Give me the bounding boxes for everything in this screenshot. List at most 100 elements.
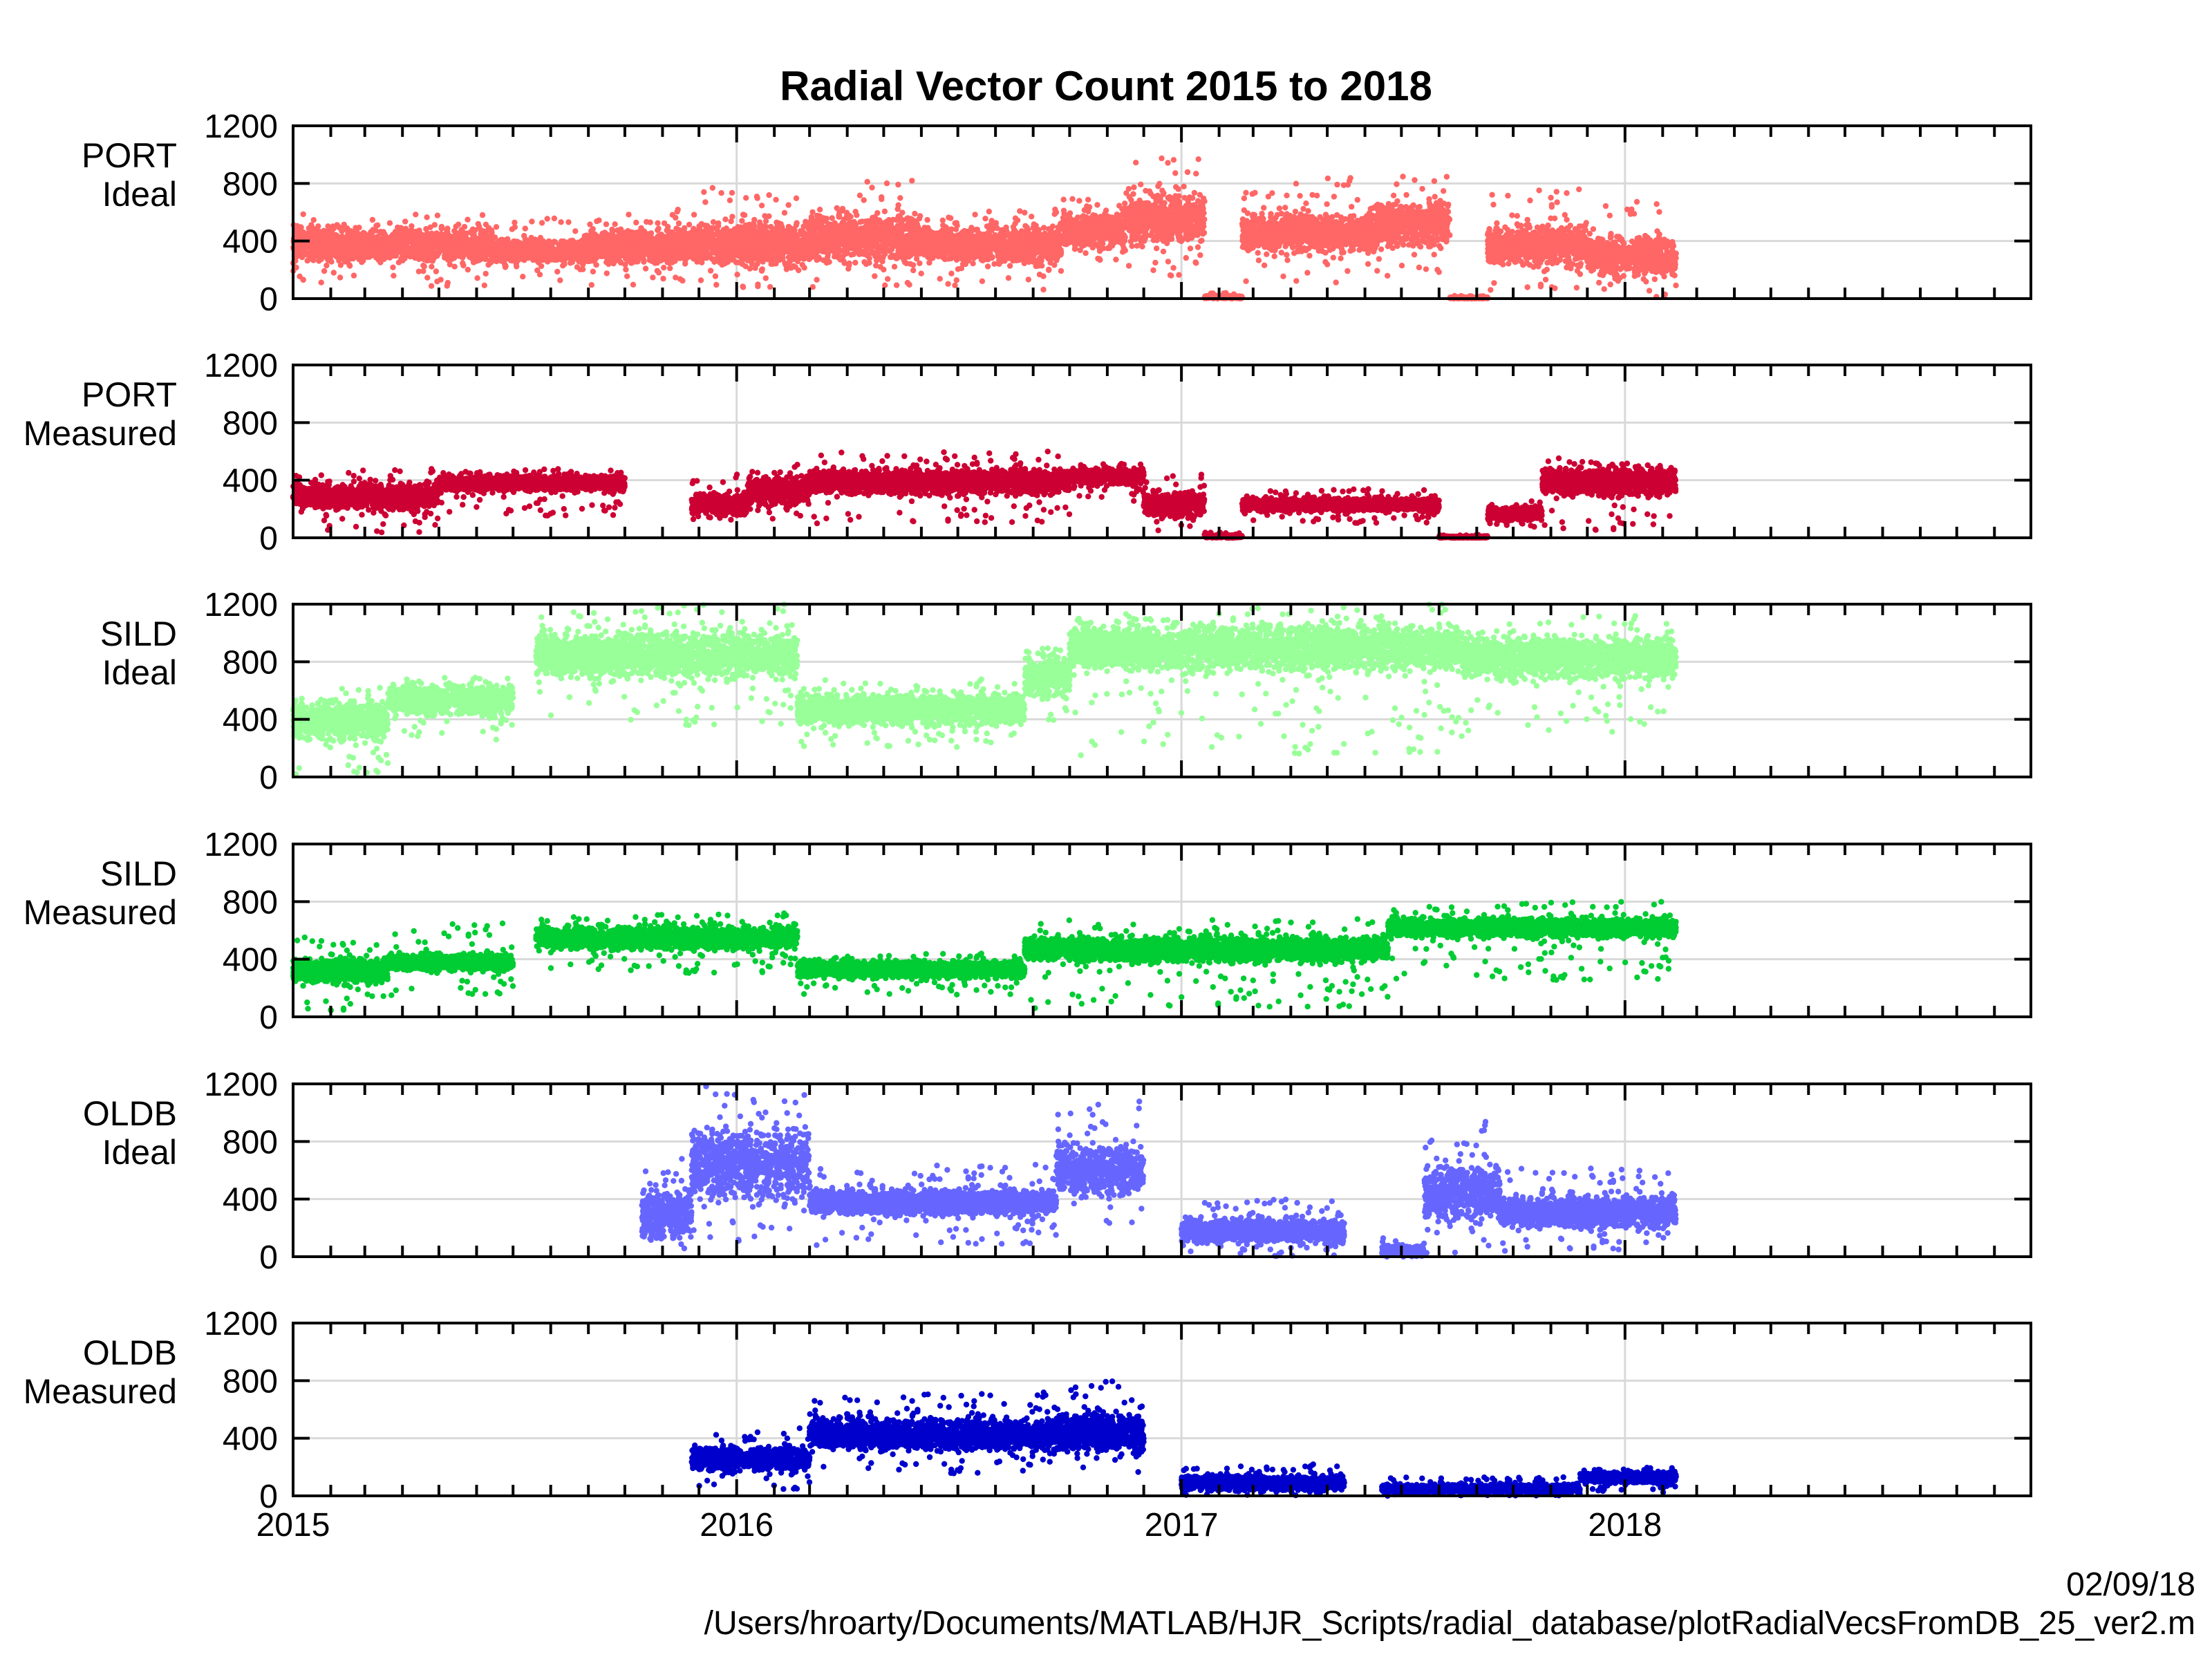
data-point xyxy=(365,236,371,241)
data-point xyxy=(378,229,384,234)
data-point xyxy=(651,259,657,265)
data-point xyxy=(626,212,631,217)
data-point xyxy=(559,244,565,250)
data-point xyxy=(577,245,583,250)
data-point xyxy=(440,235,445,241)
data-point xyxy=(319,280,324,285)
data-point xyxy=(615,241,621,247)
data-point xyxy=(698,277,704,283)
data-point xyxy=(637,236,643,242)
data-point xyxy=(480,212,485,218)
data-point xyxy=(545,216,550,221)
data-point xyxy=(498,238,504,243)
data-point xyxy=(317,242,323,247)
data-point xyxy=(666,230,672,236)
panel-port-ideal: 04008001200PORTIdeal xyxy=(82,109,2031,318)
data-point xyxy=(677,276,683,282)
data-point xyxy=(539,220,545,225)
data-point xyxy=(346,237,351,243)
data-point xyxy=(643,265,648,271)
data-points xyxy=(290,156,1679,301)
data-point xyxy=(350,229,355,234)
data-point xyxy=(727,198,733,203)
data-point xyxy=(541,250,546,255)
data-point xyxy=(610,229,615,234)
data-point xyxy=(593,262,599,268)
data-point xyxy=(446,256,451,261)
data-point xyxy=(483,271,489,276)
chart-title: Radial Vector Count 2015 to 2018 xyxy=(780,63,1432,109)
data-point xyxy=(467,241,473,246)
data-point xyxy=(514,263,519,269)
data-point xyxy=(536,239,541,245)
data-point xyxy=(400,235,406,241)
data-point xyxy=(458,227,464,232)
data-point xyxy=(337,274,343,280)
data-point xyxy=(601,246,606,252)
data-point xyxy=(294,223,300,229)
data-point xyxy=(656,242,662,247)
data-point xyxy=(434,279,440,284)
data-point xyxy=(552,247,557,253)
data-point xyxy=(523,253,529,259)
data-point xyxy=(552,216,557,221)
data-point xyxy=(467,254,472,259)
data-point xyxy=(549,242,554,247)
data-point xyxy=(558,250,563,255)
data-point xyxy=(647,254,653,259)
data-point xyxy=(457,247,462,252)
data-point xyxy=(375,223,380,228)
data-point xyxy=(660,276,666,281)
data-point xyxy=(674,209,679,214)
data-point xyxy=(301,247,307,253)
data-point xyxy=(447,262,453,268)
data-point xyxy=(664,247,670,252)
data-point xyxy=(321,268,327,274)
data-point xyxy=(650,274,655,280)
data-point xyxy=(679,235,684,241)
data-point xyxy=(601,236,607,241)
data-point xyxy=(655,226,661,232)
data-point xyxy=(686,236,691,241)
data-point xyxy=(391,273,396,279)
data-point xyxy=(517,245,523,250)
data-point xyxy=(605,258,610,263)
data-point xyxy=(310,245,315,250)
data-point xyxy=(352,248,357,254)
data-point xyxy=(611,252,617,258)
data-point xyxy=(552,253,558,259)
data-point xyxy=(667,265,673,271)
data-point xyxy=(347,263,353,268)
data-point xyxy=(713,282,719,288)
data-point xyxy=(424,275,430,281)
data-point xyxy=(538,263,544,269)
data-point xyxy=(661,265,666,270)
data-point xyxy=(565,219,571,225)
data-point xyxy=(429,283,434,289)
data-point xyxy=(589,246,594,252)
data-point xyxy=(474,275,480,281)
data-point xyxy=(422,263,427,269)
data-point xyxy=(722,216,728,222)
data-point xyxy=(435,213,440,218)
data-point xyxy=(432,222,438,227)
data-point xyxy=(482,283,487,288)
data-point xyxy=(444,283,450,288)
data-point xyxy=(428,257,433,263)
data-point xyxy=(416,269,422,274)
data-point xyxy=(644,242,650,247)
data-point xyxy=(516,251,521,256)
data-point xyxy=(568,260,573,265)
data-point xyxy=(331,270,337,275)
data-point xyxy=(351,272,357,278)
data-point xyxy=(483,222,489,227)
data-point xyxy=(676,221,682,226)
data-point xyxy=(426,250,431,255)
data-point xyxy=(298,233,303,238)
data-point xyxy=(679,243,684,249)
data-point xyxy=(531,252,536,258)
data-point xyxy=(633,220,639,225)
data-point xyxy=(682,248,688,254)
data-point xyxy=(382,253,388,259)
data-point xyxy=(655,221,660,226)
